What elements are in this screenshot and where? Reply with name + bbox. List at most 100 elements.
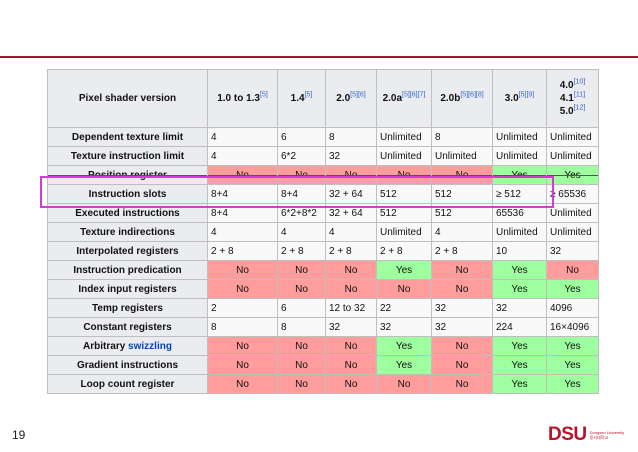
table-cell: 12 to 32	[325, 298, 377, 318]
table-cell: Yes	[546, 374, 599, 394]
version-label: 2.0b	[440, 93, 461, 104]
cell-value: Unlimited	[550, 131, 592, 143]
column-header-line: 2.0[5][6]	[329, 92, 373, 105]
cell-value: No	[455, 340, 469, 352]
version-label: 1.0 to 1.3	[217, 93, 260, 104]
reference-link[interactable]: [12]	[573, 104, 586, 112]
cell-value: No	[344, 340, 358, 352]
table-cell: Unlimited	[546, 203, 599, 223]
table-cell: No	[431, 260, 493, 280]
row-label: Index input registers	[47, 279, 208, 299]
reference-link[interactable]: [11]	[573, 91, 586, 99]
cell-value: 8+4	[211, 207, 228, 219]
table-cell: Yes	[492, 279, 547, 299]
cell-value: No	[455, 378, 469, 390]
strikethrough-line	[377, 175, 431, 176]
table-cell: 32	[431, 298, 493, 318]
column-header-4: 2.0a[5][6][7]	[376, 69, 432, 128]
cell-value: 32	[550, 245, 562, 257]
cell-value: 32	[435, 302, 447, 314]
table-cell: Unlimited	[546, 222, 599, 242]
table-cell: 512	[376, 184, 432, 204]
cell-value: No	[344, 283, 358, 295]
cell-value: Unlimited	[380, 226, 422, 238]
cell-value: 32	[435, 321, 447, 333]
cell-value: 4	[329, 226, 335, 238]
cell-value: Unlimited	[550, 226, 592, 238]
cell-value: No	[455, 283, 469, 295]
table-cell: 8	[277, 317, 326, 337]
table-header-row: Pixel shader version 1.0 to 1.3[5] 1.4[5]…	[47, 69, 599, 128]
cell-value: Unlimited	[496, 131, 538, 143]
reference-link[interactable]: [5][6][7]	[402, 91, 426, 99]
cell-value: No	[295, 359, 308, 371]
reference-link[interactable]: [5]	[260, 91, 268, 99]
cell-value: No	[236, 340, 249, 352]
logo-text: DSU	[548, 424, 587, 445]
cell-value: Yes	[564, 283, 581, 295]
table-cell: 8	[325, 127, 377, 147]
cell-value: Yes	[511, 283, 528, 295]
cell-value: 4	[281, 226, 287, 238]
cell-value: 8	[435, 131, 441, 143]
table-cell: 65536	[492, 203, 547, 223]
cell-value: No	[295, 378, 308, 390]
swizzling-link[interactable]: swizzling	[128, 340, 172, 352]
cell-value: No	[344, 359, 358, 371]
row-label: Instruction predication	[47, 260, 208, 280]
cell-value: No	[295, 264, 308, 276]
table-cell: 32	[325, 146, 377, 166]
cell-value: 2 + 8	[329, 245, 352, 257]
cell-value: 4	[211, 150, 217, 162]
table-cell: 4	[277, 222, 326, 242]
column-header-6: 3.0[5][9]	[492, 69, 547, 128]
table-row: Temp registers 2 6 12 to 32 22 32 32 4096	[47, 298, 599, 318]
table-cell: No	[277, 279, 326, 299]
table-cell: Yes	[546, 355, 599, 375]
cell-value: 512	[435, 207, 452, 219]
cell-value: 8	[211, 321, 217, 333]
reference-link[interactable]: [5][6][8]	[460, 91, 484, 99]
table-cell: No	[431, 336, 493, 356]
cell-value: Unlimited	[496, 226, 538, 238]
reference-link[interactable]: [5][6]	[350, 91, 366, 99]
table-cell: 16×4096	[546, 317, 599, 337]
reference-link[interactable]: [10]	[573, 78, 586, 86]
cell-value: 12 to 32	[329, 302, 366, 314]
cell-value: 8+4	[211, 188, 228, 200]
row-label-text: Arbitrary	[83, 340, 129, 352]
table-cell: No	[207, 165, 278, 185]
cell-value: No	[455, 264, 469, 276]
table-cell: 512	[376, 203, 432, 223]
table-cell: 32	[376, 317, 432, 337]
table-cell: Yes	[492, 355, 547, 375]
column-header-3: 2.0[5][6]	[325, 69, 377, 128]
cell-value: No	[397, 378, 411, 390]
table-cell: 8	[207, 317, 278, 337]
table-row: Position register No No No No No Yes Yes	[47, 165, 599, 185]
dsu-logo: DSU Dongseo University 동서대학교	[548, 424, 628, 446]
table-row: Constant registers 8 8 32 32 32 224 16×4096	[47, 317, 599, 337]
table-cell: Yes	[546, 336, 599, 356]
table-cell: 4096	[546, 298, 599, 318]
row-label: Texture instruction limit	[47, 146, 208, 166]
cell-value: 2 + 8	[380, 245, 403, 257]
cell-value: No	[397, 283, 411, 295]
cell-value: Yes	[395, 340, 413, 352]
table-cell: Yes	[376, 336, 432, 356]
table-row: Gradient instructions No No No Yes No Yes Yes	[47, 355, 599, 375]
table-cell: Unlimited	[431, 146, 493, 166]
reference-link[interactable]: [5]	[304, 91, 313, 99]
table-cell: No	[325, 374, 377, 394]
cell-value: 8+4	[281, 188, 298, 200]
table-cell: 8+4	[207, 203, 278, 223]
table-cell: Unlimited	[376, 146, 432, 166]
row-label: Temp registers	[47, 298, 208, 318]
table-cell: 32	[492, 298, 547, 318]
cell-value: 6	[281, 131, 287, 143]
table-cell: Yes	[492, 165, 547, 185]
table-cell: No	[325, 336, 377, 356]
reference-link[interactable]: [5][9]	[518, 91, 535, 99]
cell-value: 32 + 64	[329, 188, 363, 200]
